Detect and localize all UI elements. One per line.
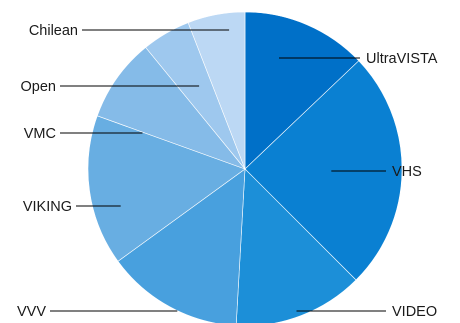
pie-slice-vvv bbox=[117, 168, 246, 323]
pie-slice-vmc bbox=[96, 46, 246, 170]
slice-label-video: VIDEO bbox=[392, 304, 437, 320]
slice-label-chilean: Chilean bbox=[29, 23, 78, 39]
slice-label-vmc: VMC bbox=[24, 126, 56, 142]
pie-slice-ultravista bbox=[244, 11, 360, 170]
slices-layer bbox=[87, 11, 403, 323]
slice-label-vvv: VVV bbox=[17, 304, 46, 320]
pie-slice-vhs bbox=[244, 60, 403, 281]
slice-label-open: Open bbox=[21, 79, 56, 95]
slice-label-viking: VIKING bbox=[23, 199, 72, 215]
pie-slice-video bbox=[235, 168, 357, 323]
slice-label-ultravista: UltraVISTA bbox=[366, 51, 438, 67]
leaders-layer bbox=[50, 29, 386, 312]
slice-label-vhs: VHS bbox=[392, 164, 422, 180]
pie-slice-viking bbox=[87, 115, 246, 262]
pie-slice-chilean bbox=[187, 11, 246, 170]
labels-layer: UltraVISTA VHS VIDEO VVV VIKING VMC Open Chilea… bbox=[17, 23, 438, 320]
